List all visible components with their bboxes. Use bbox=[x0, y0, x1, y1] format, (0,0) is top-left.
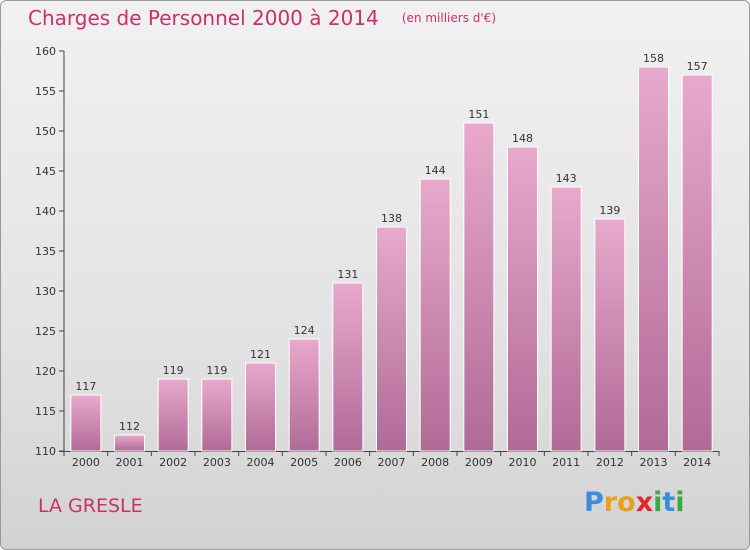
x-tick-label: 2003 bbox=[203, 456, 231, 469]
bar-2012 bbox=[594, 218, 626, 452]
value-labels: 117 112 119 119 121 124 131 138 144 151 148 143 139 1… bbox=[75, 52, 707, 433]
y-tick-label: 125 bbox=[35, 325, 56, 338]
bar-2014 bbox=[681, 74, 713, 452]
logo-letter: t bbox=[662, 487, 676, 518]
title-row: Charges de Personnel 2000 à 2014 (en mil… bbox=[28, 6, 496, 30]
logo-letter: x bbox=[635, 487, 654, 518]
y-tick-label: 115 bbox=[35, 405, 56, 418]
value-label: 138 bbox=[381, 212, 402, 225]
value-label: 144 bbox=[425, 164, 446, 177]
y-tick-label: 120 bbox=[35, 365, 56, 378]
value-label: 139 bbox=[599, 204, 620, 217]
x-tick-label: 2010 bbox=[509, 456, 537, 469]
x-tick-label: 2013 bbox=[640, 456, 668, 469]
x-tick-label: 2002 bbox=[159, 456, 187, 469]
x-tick-label: 2011 bbox=[552, 456, 580, 469]
axes: 110 115 120 125 130 135 140 145 150 155 160 2000 200… bbox=[35, 45, 720, 469]
x-tick-label: 2001 bbox=[116, 456, 144, 469]
bar-2007 bbox=[376, 226, 407, 452]
x-tick-label: 2014 bbox=[683, 456, 711, 469]
value-label: 121 bbox=[250, 348, 271, 361]
bar-2000 bbox=[70, 394, 102, 452]
bar-2010 bbox=[507, 146, 538, 452]
value-label: 131 bbox=[337, 268, 358, 281]
x-tick-label: 2005 bbox=[290, 456, 318, 469]
value-label: 119 bbox=[206, 364, 227, 377]
value-label: 119 bbox=[163, 364, 184, 377]
value-label: 148 bbox=[512, 132, 533, 145]
y-tick-label: 135 bbox=[35, 245, 56, 258]
logo-letter: i bbox=[653, 487, 663, 518]
bar-2006 bbox=[332, 282, 364, 452]
x-tick-label: 2008 bbox=[421, 456, 449, 469]
x-tick-label: 2004 bbox=[247, 456, 275, 469]
logo-letter: i bbox=[675, 487, 685, 518]
value-label: 112 bbox=[119, 420, 140, 433]
x-tick-label: 2007 bbox=[378, 456, 406, 469]
x-tick-label: 2012 bbox=[596, 456, 624, 469]
chart-subtitle: (en milliers d'€) bbox=[401, 11, 496, 25]
bars bbox=[70, 66, 713, 452]
bar-2011 bbox=[550, 186, 582, 452]
chart-title: Charges de Personnel 2000 à 2014 bbox=[28, 6, 379, 30]
bar-2008 bbox=[419, 178, 451, 452]
x-tick-label: 2000 bbox=[72, 456, 100, 469]
bar-2002 bbox=[157, 378, 189, 452]
value-label: 151 bbox=[468, 108, 489, 121]
bar-2003 bbox=[201, 378, 233, 452]
value-label: 124 bbox=[294, 324, 315, 337]
y-tick-label: 150 bbox=[35, 125, 56, 138]
value-label: 158 bbox=[643, 52, 664, 65]
bar-2005 bbox=[288, 338, 320, 452]
y-tick-label: 160 bbox=[35, 45, 56, 58]
logo-letter: P bbox=[584, 487, 604, 518]
y-tick-label: 140 bbox=[35, 205, 56, 218]
bar-2013 bbox=[638, 66, 669, 452]
value-label: 157 bbox=[687, 60, 708, 73]
logo-letter: r bbox=[603, 487, 618, 518]
value-label: 117 bbox=[75, 380, 96, 393]
commune-name: LA GRESLE bbox=[38, 495, 143, 517]
y-tick-label: 145 bbox=[35, 165, 56, 178]
proxiti-logo[interactable]: Proxiti bbox=[584, 487, 685, 518]
bar-2001 bbox=[114, 434, 145, 452]
value-label: 143 bbox=[556, 172, 577, 185]
bar-2009 bbox=[463, 122, 495, 452]
y-tick-label: 155 bbox=[35, 85, 56, 98]
x-tick-label: 2009 bbox=[465, 456, 493, 469]
logo-letter: o bbox=[617, 487, 636, 518]
y-tick-label: 110 bbox=[35, 445, 56, 458]
y-tick-label: 130 bbox=[35, 285, 56, 298]
x-tick-label: 2006 bbox=[334, 456, 362, 469]
bar-2004 bbox=[245, 362, 276, 452]
